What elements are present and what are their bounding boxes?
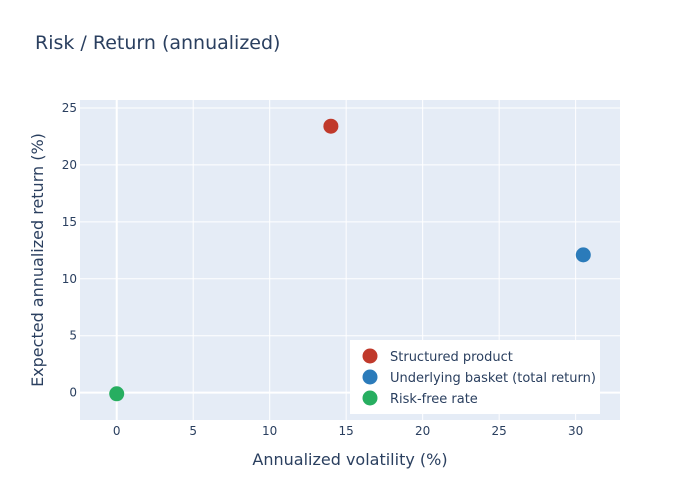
y-axis-title: Expected annualized return (%) — [28, 133, 47, 387]
x-tick-label: 15 — [339, 424, 354, 438]
x-tick-labels: 0 5 10 15 20 25 30 — [113, 424, 583, 438]
chart-title: Risk / Return (annualized) — [35, 32, 280, 54]
x-tick-label: 25 — [492, 424, 507, 438]
y-tick-label: 15 — [62, 215, 77, 229]
x-tick-label: 30 — [568, 424, 583, 438]
x-tick-label: 20 — [415, 424, 430, 438]
y-tick-label: 5 — [69, 329, 77, 343]
data-markers — [109, 118, 591, 402]
y-tick-label: 20 — [62, 158, 77, 172]
x-tick-label: 5 — [189, 424, 197, 438]
legend-box — [350, 340, 600, 414]
legend-marker — [362, 390, 378, 406]
legend-label: Risk-free rate — [390, 392, 478, 407]
y-tick-label: 25 — [62, 101, 77, 115]
x-tick-label: 10 — [262, 424, 277, 438]
y-tick-label: 0 — [69, 386, 77, 400]
data-point-1 — [323, 118, 339, 134]
x-axis-title: Annualized volatility (%) — [252, 450, 447, 469]
y-tick-labels: 0 5 10 15 20 25 — [62, 101, 77, 400]
legend-marker — [362, 369, 378, 385]
data-point-2 — [575, 247, 591, 263]
data-point-3 — [109, 386, 125, 402]
legend-label: Structured product — [390, 350, 513, 365]
x-tick-label: 0 — [113, 424, 121, 438]
legend-label: Underlying basket (total return) — [390, 371, 596, 386]
legend: Structured product Underlying basket (tot… — [350, 340, 600, 414]
legend-marker — [362, 348, 378, 364]
y-tick-label: 10 — [62, 272, 77, 286]
